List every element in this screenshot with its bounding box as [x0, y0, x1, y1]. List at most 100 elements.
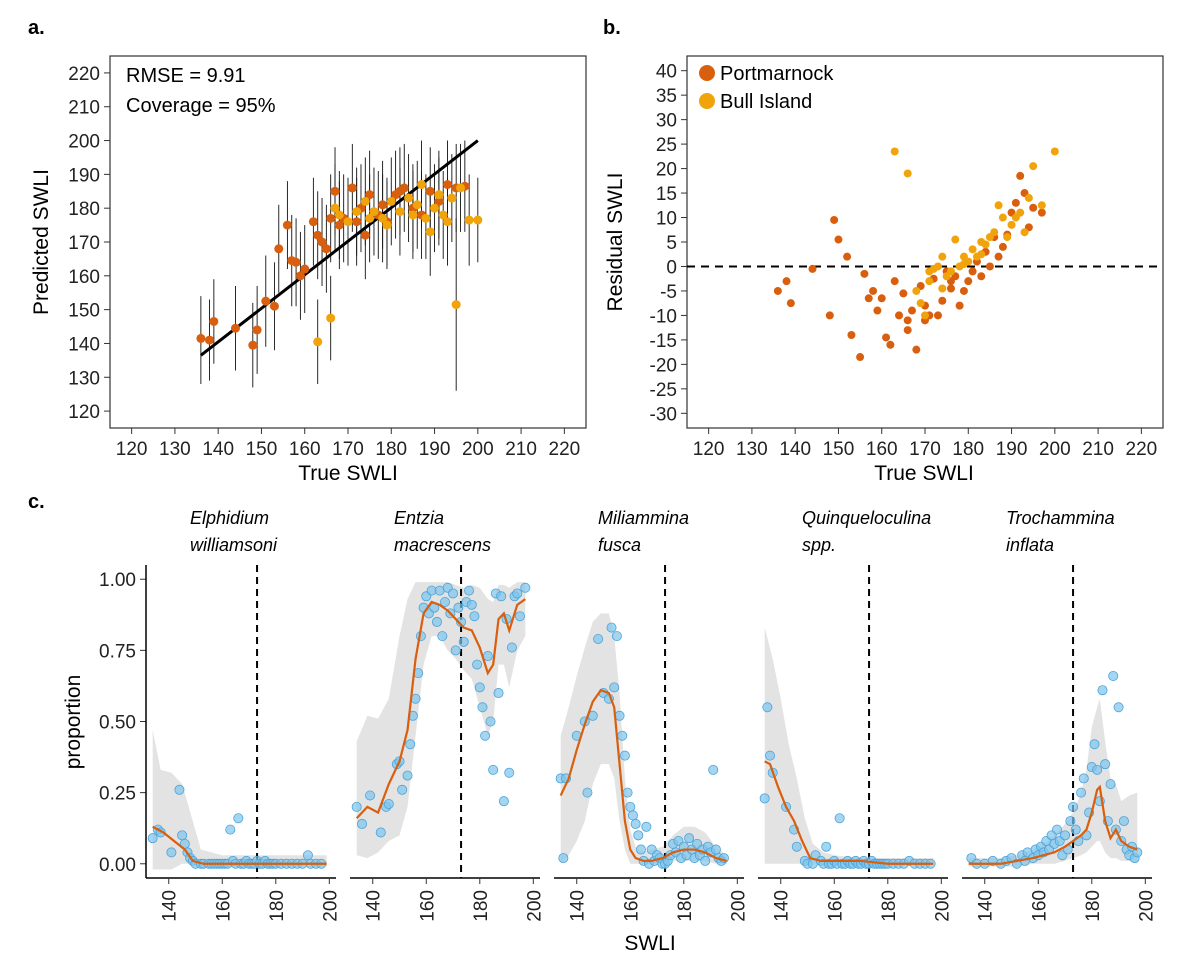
facet-title-line2: macrescens — [394, 535, 491, 555]
sample-point — [622, 787, 633, 798]
portmarnock-point — [365, 190, 375, 200]
sample-point — [439, 596, 450, 607]
sample-point — [1065, 816, 1076, 827]
sample-point — [710, 844, 721, 855]
sample-point — [466, 599, 477, 610]
bull-island-residual-point — [981, 240, 990, 249]
sample-point — [834, 813, 845, 824]
panel-b-xtick-label: 190 — [996, 439, 1028, 460]
sample-point — [177, 830, 188, 841]
portmarnock-residual-point — [938, 296, 947, 305]
portmarnock-point — [347, 183, 357, 193]
portmarnock-residual-point — [782, 277, 791, 286]
panel-c-ytick-label: 1.00 — [99, 570, 136, 591]
bull-island-residual-point — [1020, 228, 1029, 237]
sample-point — [365, 790, 376, 801]
panel-b-xtick-label: 220 — [1126, 439, 1158, 460]
panel-c-ytick-label: 0.75 — [99, 641, 136, 662]
panel-b-ytick-label: 20 — [656, 160, 677, 181]
sample-point — [506, 642, 517, 653]
bull-island-residual-point — [1029, 162, 1038, 171]
bull-island-residual-point — [938, 284, 947, 293]
bull-island-point — [334, 210, 344, 220]
sample-point — [453, 602, 464, 613]
panel-a-xtick-label: 140 — [202, 439, 234, 460]
sample-point — [472, 659, 483, 670]
facet-xtick-label: 160 — [1029, 890, 1050, 922]
portmarnock-residual-point — [860, 269, 869, 278]
panel-a-xtick-label: 150 — [246, 439, 278, 460]
portmarnock-residual-point — [877, 294, 886, 303]
panel-a-ytick-label: 180 — [68, 199, 100, 220]
bull-island-point — [438, 210, 448, 220]
panel-b-ytick-label: 30 — [656, 111, 677, 132]
sample-point — [458, 636, 469, 647]
panel-b-ytick-label: 0 — [666, 257, 677, 278]
portmarnock-residual-point — [1037, 208, 1046, 217]
facet-title-line2: spp. — [802, 535, 836, 555]
sample-point — [402, 770, 413, 781]
bull-island-point — [434, 190, 444, 200]
facet-title-line1: Entzia — [394, 508, 444, 528]
portmarnock-residual-point — [882, 333, 891, 342]
facet-xtick-label: 200 — [932, 890, 953, 922]
sample-point — [1060, 830, 1071, 841]
bull-island-point — [430, 203, 440, 213]
sample-point — [474, 682, 485, 693]
panel-a-ytick-label: 150 — [68, 301, 100, 322]
facet-1: Entzia macrescens 140 160 180 200 — [350, 508, 545, 922]
bull-island-residual-point — [998, 213, 1007, 222]
bull-island-residual-point — [951, 235, 960, 244]
portmarnock-point — [317, 237, 327, 247]
portmarnock-residual-point — [994, 252, 1003, 261]
bull-island-point — [451, 300, 461, 310]
portmarnock-point — [295, 271, 305, 281]
sample-point — [609, 682, 620, 693]
sample-point — [1089, 739, 1100, 750]
panel-a-data — [196, 139, 483, 391]
bull-island-point — [464, 215, 474, 225]
bull-island-point — [417, 180, 427, 190]
panel-b-xtick-label: 180 — [952, 439, 984, 460]
sample-point — [488, 764, 499, 775]
bull-island-point — [382, 220, 392, 230]
bull-island-point — [352, 207, 362, 217]
sample-point — [821, 841, 832, 852]
sample-point — [606, 622, 617, 633]
bull-island-residual-point — [946, 267, 955, 276]
portmarnock-point — [300, 264, 310, 274]
portmarnock-residual-point — [977, 272, 986, 281]
facet-xtick-label: 140 — [772, 890, 793, 922]
sample-point — [357, 818, 368, 829]
portmarnock-residual-point — [968, 267, 977, 276]
bull-island-point — [330, 203, 340, 213]
portmarnock-point — [326, 213, 336, 223]
facet-title-line1: Quinqueloculina — [802, 508, 931, 528]
panel-b-ytick-label: -25 — [650, 380, 677, 401]
panel-c-ytick-label: 0.25 — [99, 784, 136, 805]
portmarnock-point — [313, 230, 323, 240]
sample-point — [1052, 824, 1063, 835]
bull-island-point — [360, 196, 370, 206]
panel-c: 0.00 0.25 0.50 0.75 1.00 Elphidium williamsoni… — [62, 508, 1157, 955]
panel-b-xtick-label: 200 — [1039, 439, 1071, 460]
portmarnock-point — [434, 196, 444, 206]
facet-xtick-label: 180 — [879, 890, 900, 922]
sample-point — [431, 616, 442, 627]
legend-portmarnock-label: Portmarnock — [720, 63, 834, 85]
portmarnock-residual-point — [869, 286, 878, 295]
portmarnock-point — [252, 325, 262, 335]
sample-point — [520, 582, 531, 593]
sample-point — [493, 688, 504, 699]
panel-a-ytick-label: 170 — [68, 233, 100, 254]
facet-4: Trochammina inflata 140 160 180 200 — [962, 508, 1157, 922]
bull-island-residual-point — [933, 262, 942, 271]
bull-island-point — [395, 207, 405, 217]
sample-point — [405, 739, 416, 750]
sample-point — [450, 645, 461, 656]
portmarnock-point — [282, 220, 292, 230]
portmarnock-residual-point — [847, 331, 856, 339]
panel-a-ytick-label: 120 — [68, 402, 100, 423]
panel-a-ytick-label: 130 — [68, 368, 100, 389]
